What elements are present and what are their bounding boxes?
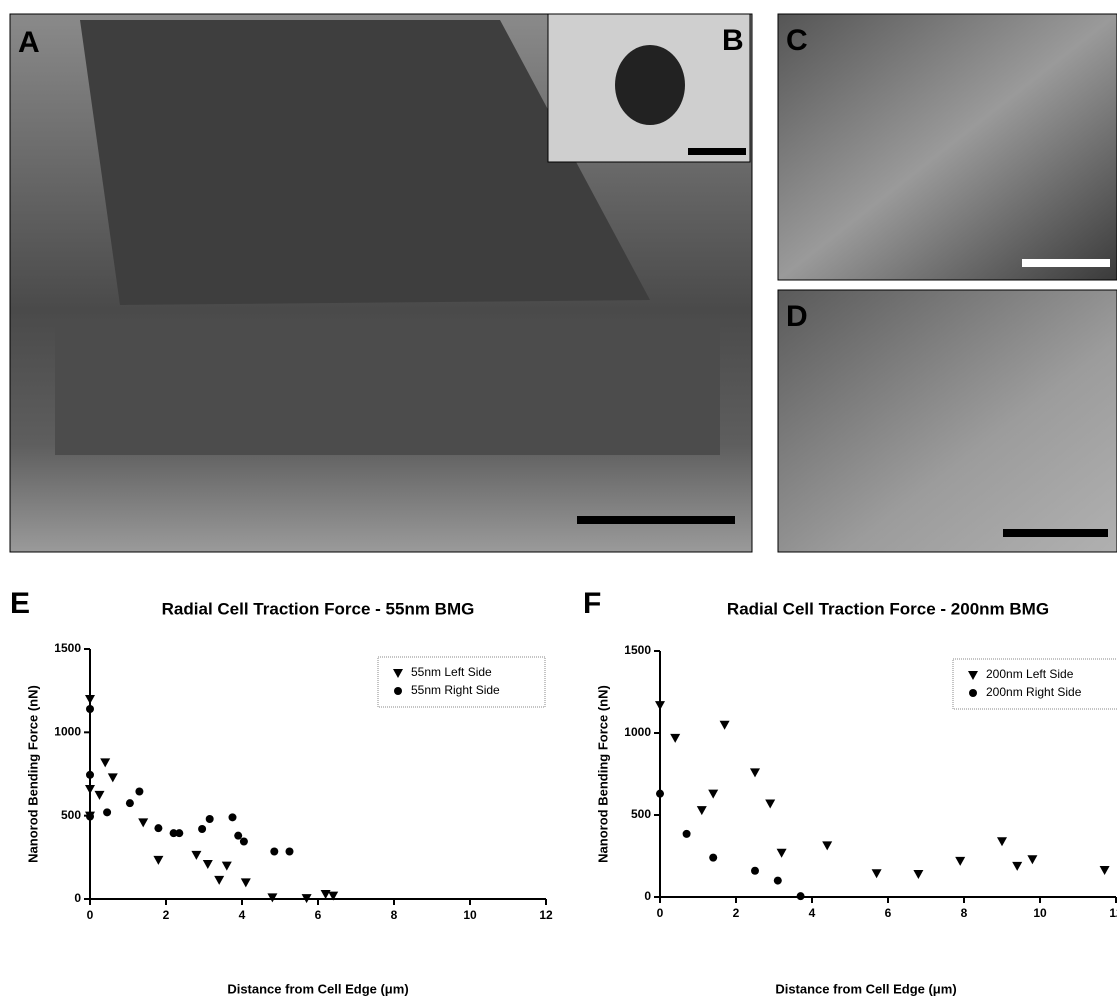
- data-point: [765, 800, 775, 809]
- legend-label: 200nm Left Side: [986, 667, 1074, 681]
- legend-marker: [393, 669, 403, 678]
- x-tick-label: 12: [1109, 906, 1117, 920]
- y-tick-label: 1500: [54, 641, 81, 655]
- data-point: [206, 815, 214, 823]
- y-tick-label: 0: [74, 891, 81, 905]
- data-point: [241, 878, 251, 887]
- data-point: [100, 758, 110, 767]
- data-point: [198, 825, 206, 833]
- data-point: [750, 768, 760, 777]
- data-point: [656, 790, 664, 798]
- legend-label: 55nm Right Side: [411, 683, 500, 697]
- data-point: [321, 890, 331, 899]
- data-point: [85, 785, 95, 794]
- x-tick-label: 2: [733, 906, 740, 920]
- x-tick-label: 6: [315, 908, 322, 922]
- figure: A B C D E Radial Cell Traction Force - 55…: [0, 0, 1117, 1003]
- data-point: [997, 837, 1007, 846]
- data-point: [222, 862, 232, 871]
- data-point: [267, 893, 277, 902]
- data-point: [708, 790, 718, 799]
- x-tick-label: 12: [539, 908, 553, 922]
- data-point: [234, 832, 242, 840]
- data-point: [270, 848, 278, 856]
- data-point: [138, 818, 148, 827]
- y-axis-label: Nanorod Bending Force (nN): [595, 685, 610, 863]
- legend-label: 55nm Left Side: [411, 665, 492, 679]
- x-tick-label: 2: [163, 908, 170, 922]
- data-point: [108, 773, 118, 782]
- x-axis-label: Distance from Cell Edge (μm): [227, 981, 408, 996]
- data-point: [1100, 866, 1110, 875]
- legend-label: 200nm Right Side: [986, 685, 1082, 699]
- data-point: [240, 838, 248, 846]
- data-point: [777, 849, 787, 858]
- data-point: [751, 867, 759, 875]
- chart-title: Radial Cell Traction Force - 200nm BMG: [727, 599, 1049, 618]
- panel-letter: F: [583, 587, 601, 620]
- data-point: [670, 734, 680, 743]
- data-point: [913, 870, 923, 879]
- panel-letter: B: [722, 24, 744, 57]
- data-point: [1012, 862, 1022, 871]
- data-point: [135, 788, 143, 796]
- legend-marker: [968, 671, 978, 680]
- y-tick-label: 500: [631, 807, 651, 821]
- x-axis-label: Distance from Cell Edge (μm): [775, 981, 956, 996]
- data-point: [153, 856, 163, 865]
- data-point: [103, 808, 111, 816]
- legend-marker: [969, 689, 977, 697]
- panel-letter: C: [786, 24, 808, 57]
- chart-title: Radial Cell Traction Force - 55nm BMG: [162, 599, 475, 618]
- x-tick-label: 6: [885, 906, 892, 920]
- data-point: [1027, 855, 1037, 864]
- data-point: [86, 771, 94, 779]
- x-tick-label: 4: [809, 906, 816, 920]
- data-point: [95, 791, 105, 800]
- y-tick-label: 1500: [624, 643, 651, 657]
- y-tick-label: 1000: [624, 725, 651, 739]
- x-tick-label: 0: [657, 906, 664, 920]
- y-tick-label: 500: [61, 808, 81, 822]
- data-point: [774, 877, 782, 885]
- data-point: [822, 841, 832, 850]
- x-tick-label: 10: [1033, 906, 1047, 920]
- x-tick-label: 8: [391, 908, 398, 922]
- data-point: [955, 857, 965, 866]
- data-point: [86, 813, 94, 821]
- data-point: [86, 705, 94, 713]
- data-point: [709, 854, 717, 862]
- y-tick-label: 1000: [54, 725, 81, 739]
- image-panel-d: D: [778, 290, 1117, 552]
- data-point: [720, 721, 730, 730]
- x-tick-label: 0: [87, 908, 94, 922]
- data-point: [286, 848, 294, 856]
- data-point: [126, 799, 134, 807]
- data-point: [203, 860, 213, 869]
- data-point: [797, 892, 805, 900]
- x-tick-label: 8: [961, 906, 968, 920]
- data-point: [683, 830, 691, 838]
- data-point: [872, 869, 882, 878]
- y-tick-label: 0: [644, 889, 651, 903]
- y-axis-label: Nanorod Bending Force (nN): [25, 685, 40, 863]
- page: A B C D E Radial Cell Traction Force - 55…: [0, 0, 1117, 1003]
- image-panel-b: B: [548, 14, 750, 162]
- image-panel-c: C: [778, 14, 1117, 280]
- data-point: [655, 701, 665, 710]
- x-tick-label: 10: [463, 908, 477, 922]
- data-point: [191, 851, 201, 860]
- data-point: [697, 806, 707, 815]
- data-point: [175, 829, 183, 837]
- data-point: [85, 695, 95, 704]
- panel-letter: A: [18, 26, 40, 59]
- data-point: [214, 876, 224, 885]
- legend-marker: [394, 687, 402, 695]
- panel-letter: D: [786, 300, 808, 333]
- data-point: [229, 813, 237, 821]
- panel-letter: E: [10, 587, 30, 620]
- data-point: [154, 824, 162, 832]
- x-tick-label: 4: [239, 908, 246, 922]
